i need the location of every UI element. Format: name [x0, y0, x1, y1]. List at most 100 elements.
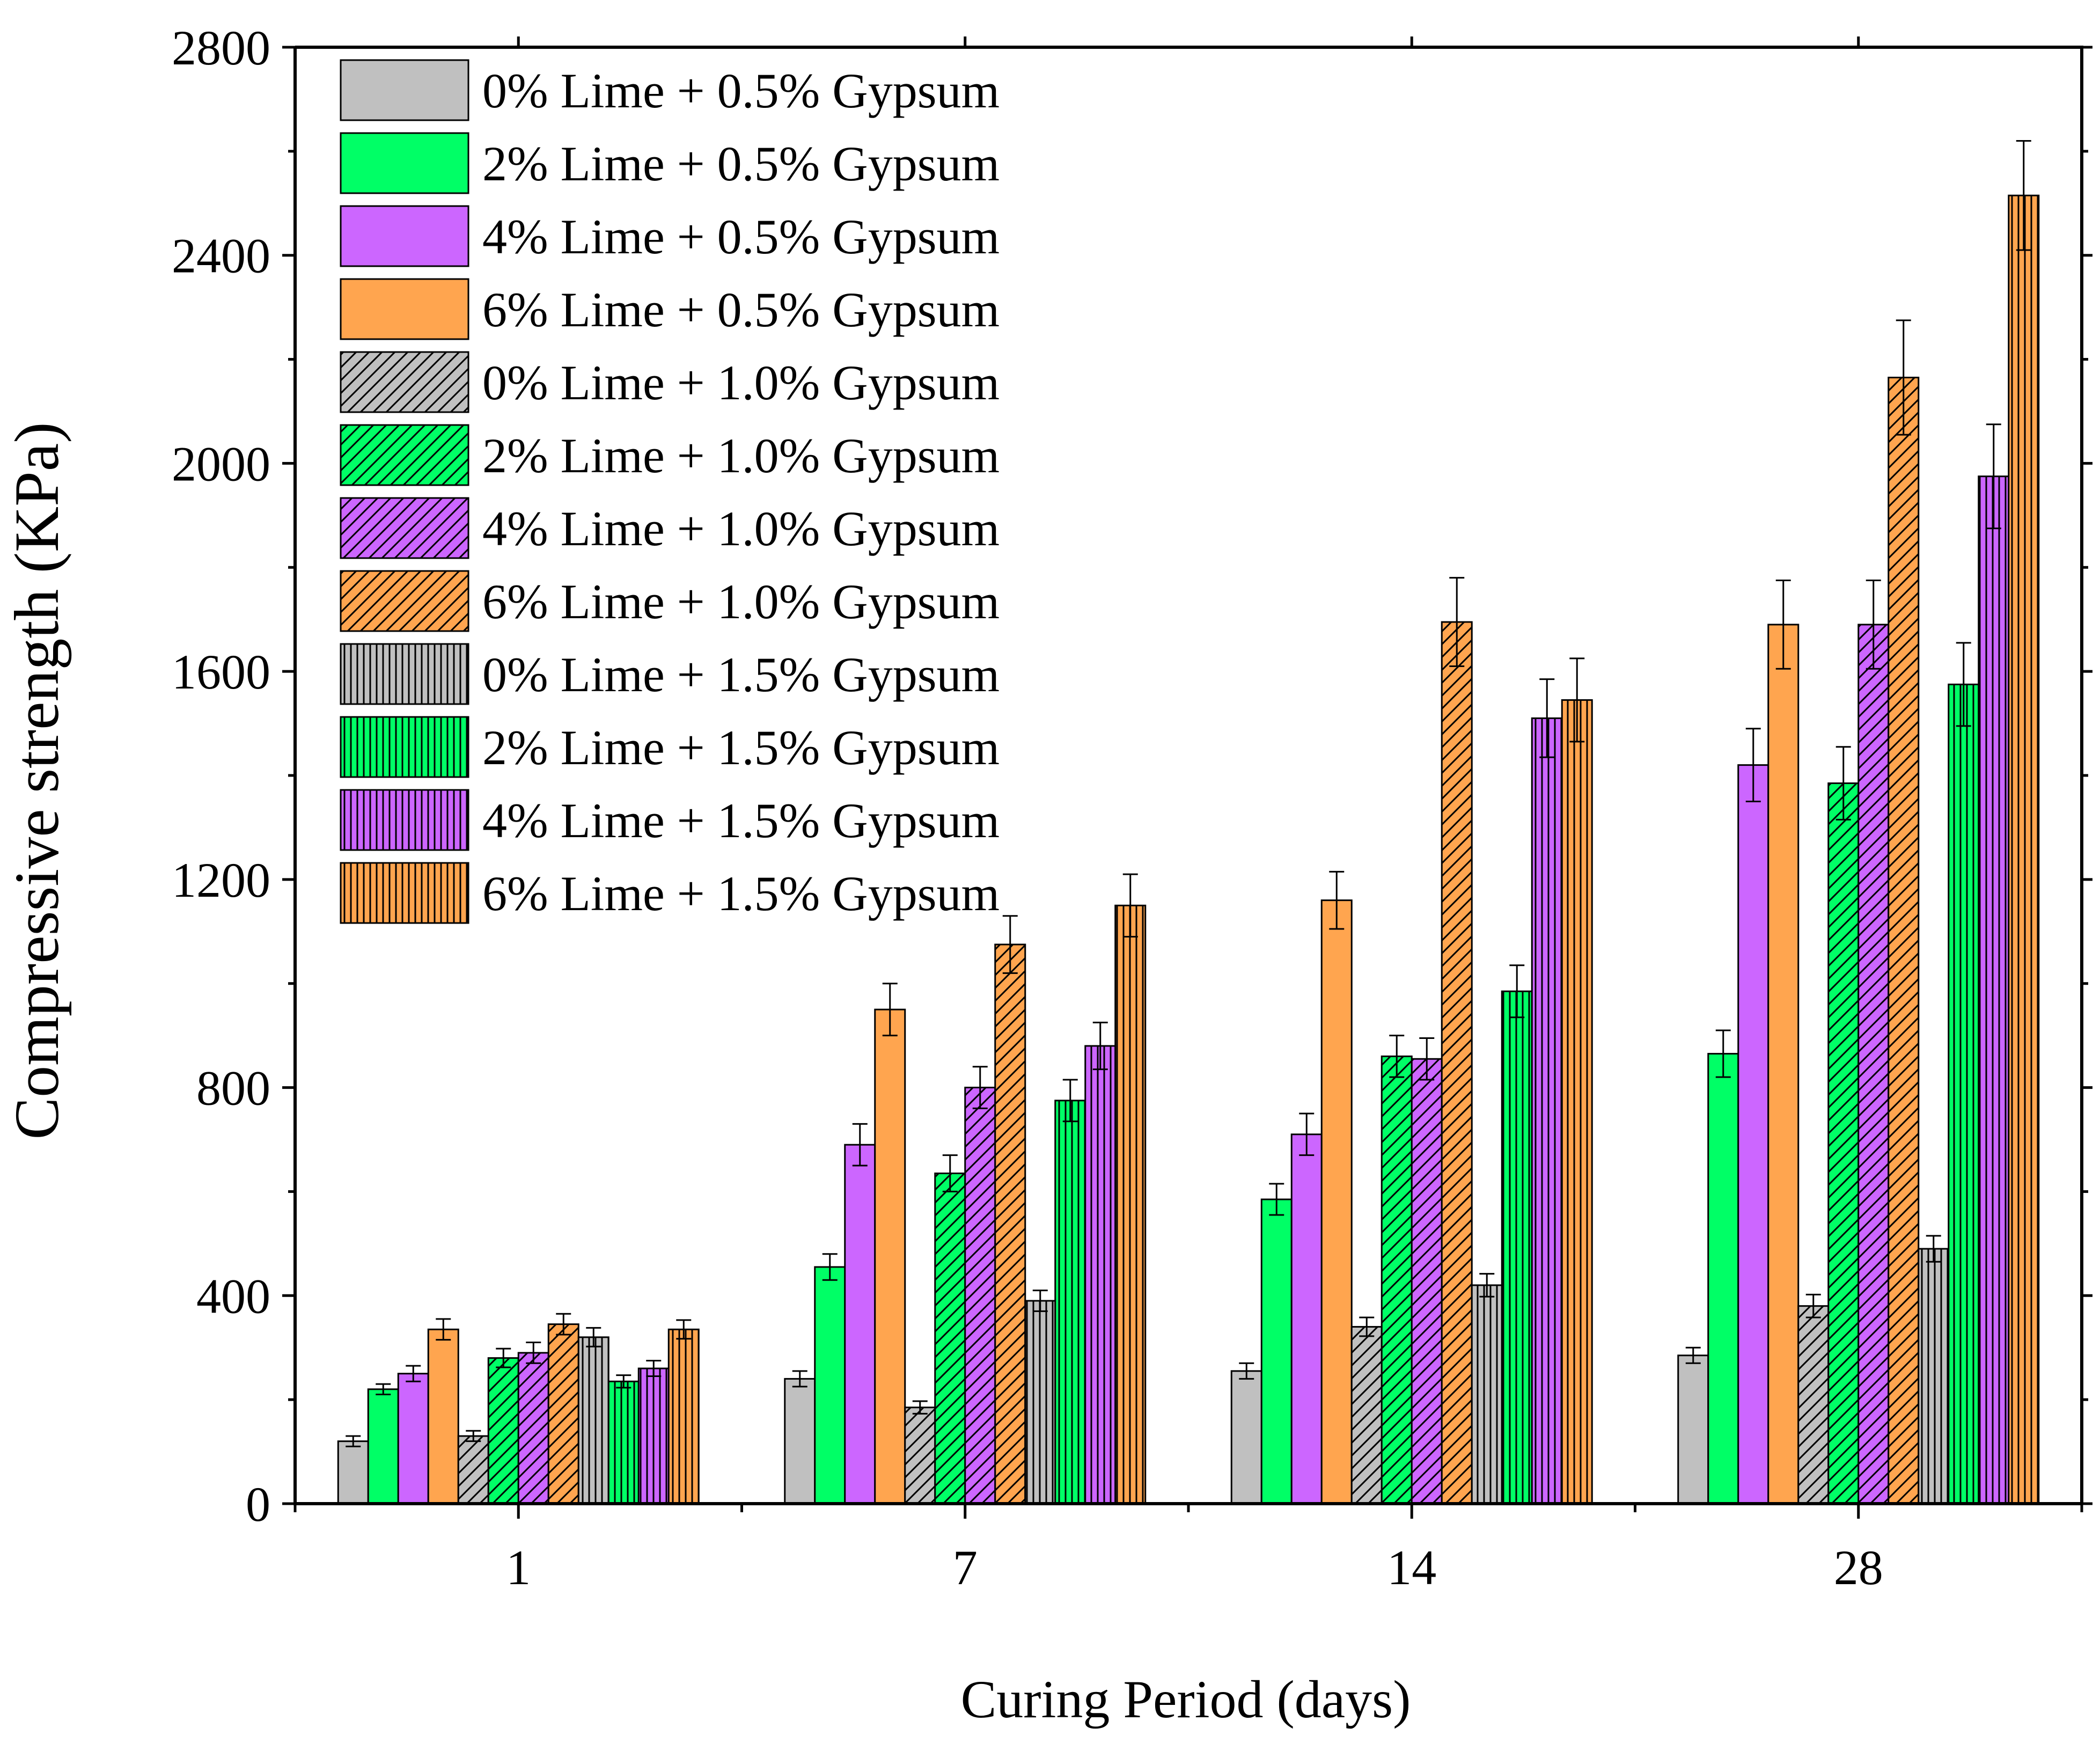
error-bar [1419, 1037, 1435, 1081]
legend-swatch [340, 205, 469, 267]
error-bar [1835, 746, 1851, 821]
bar [1918, 1248, 1950, 1505]
y-tick-label: 2400 [172, 229, 270, 283]
axis-frame-lower-left [293, 47, 2082, 1505]
legend-swatch [340, 862, 469, 924]
bar [637, 1367, 670, 1505]
error-bar [1539, 678, 1555, 758]
error-bar [2016, 140, 2031, 251]
error-bar [586, 1327, 601, 1347]
bar [487, 1357, 519, 1505]
legend-label: 0% Lime + 1.5% Gypsum [482, 647, 1000, 702]
bar [1948, 683, 1980, 1505]
legend-swatch [340, 789, 469, 851]
error-bar [1775, 580, 1791, 670]
legend-swatch [340, 351, 469, 413]
error-bar [1239, 1362, 1254, 1380]
error-bar [882, 983, 898, 1037]
error-bar [526, 1342, 541, 1364]
legend-item: 6% Lime + 1.0% Gypsum [340, 570, 1000, 632]
bar [1677, 1354, 1709, 1505]
bar [517, 1352, 549, 1505]
bar [994, 943, 1026, 1505]
error-bar [1509, 964, 1525, 1019]
error-bar [1896, 319, 1911, 436]
bar [1381, 1055, 1413, 1505]
bar [547, 1323, 579, 1505]
error-bar [406, 1365, 421, 1382]
legend-swatch [340, 570, 469, 632]
bar [934, 1173, 966, 1505]
error-bar [1032, 1290, 1048, 1312]
bar [577, 1336, 610, 1505]
error-bar [1479, 1273, 1495, 1298]
error-bar [1062, 1079, 1078, 1123]
legend-item: 2% Lime + 0.5% Gypsum [340, 132, 1000, 194]
error-bar [556, 1313, 571, 1336]
bar [1707, 1053, 1739, 1505]
error-bar [646, 1359, 662, 1378]
bar [1888, 376, 1920, 1505]
error-bar [1745, 728, 1761, 802]
legend-label: 0% Lime + 0.5% Gypsum [482, 63, 1000, 118]
legend-label: 2% Lime + 1.5% Gypsum [482, 720, 1000, 775]
bar [667, 1328, 700, 1505]
legend-item: 6% Lime + 0.5% Gypsum [340, 278, 1000, 340]
plot-area [337, 140, 2040, 1505]
error-bar [822, 1253, 838, 1281]
error-bar [792, 1370, 807, 1388]
legend-swatch [340, 643, 469, 705]
bar [1978, 475, 2010, 1505]
bar [904, 1407, 936, 1505]
bar [1054, 1100, 1086, 1505]
y-tick-label: 1600 [172, 645, 270, 699]
legend-item: 6% Lime + 1.5% Gypsum [340, 862, 1000, 924]
x-tick-label: 1 [506, 1540, 531, 1595]
y-tick-label: 400 [196, 1269, 270, 1323]
error-bar [1092, 1021, 1108, 1071]
legend-swatch [340, 424, 469, 486]
bar [607, 1380, 640, 1505]
bar [2008, 194, 2040, 1505]
legend-item: 0% Lime + 1.0% Gypsum [340, 351, 1000, 413]
bar [784, 1378, 816, 1505]
error-bar [1359, 1316, 1375, 1337]
legend-label: 6% Lime + 1.5% Gypsum [482, 866, 1000, 921]
legend-label: 2% Lime + 0.5% Gypsum [482, 136, 1000, 191]
x-axis-label: Curing Period (days) [961, 1669, 1411, 1729]
legend-item: 2% Lime + 1.5% Gypsum [340, 716, 1000, 778]
y-tick-label: 2000 [172, 436, 270, 491]
bar [1320, 899, 1353, 1505]
legend-swatch [340, 59, 469, 121]
y-tick-label: 800 [196, 1061, 270, 1116]
error-bar [616, 1374, 632, 1389]
bar [1767, 624, 1800, 1505]
error-bar [942, 1154, 958, 1192]
legend-label: 6% Lime + 0.5% Gypsum [482, 282, 1000, 337]
bar [1857, 624, 1890, 1505]
error-bar [852, 1123, 868, 1167]
axis-frame-upper-right [295, 46, 2083, 1504]
y-axis-label: Compressive strength (KPa) [2, 422, 72, 1139]
bar [1441, 621, 1473, 1505]
legend-swatch [340, 497, 469, 559]
legend-item: 0% Lime + 0.5% Gypsum [340, 59, 1000, 121]
bar [397, 1373, 429, 1505]
bar [874, 1008, 906, 1505]
error-bar [1449, 577, 1465, 667]
x-tick-label: 14 [1387, 1540, 1436, 1595]
legend-label: 4% Lime + 1.5% Gypsum [482, 793, 1000, 848]
error-bar [1685, 1346, 1701, 1364]
error-bar [1122, 873, 1138, 938]
legend-item: 4% Lime + 1.0% Gypsum [340, 497, 1000, 559]
error-bar [346, 1435, 361, 1447]
error-bar [1389, 1035, 1405, 1078]
bar [427, 1328, 459, 1505]
legend-item: 4% Lime + 1.5% Gypsum [340, 789, 1000, 851]
legend-label: 4% Lime + 1.0% Gypsum [482, 501, 1000, 556]
error-bar [1926, 1235, 1941, 1263]
error-bar [436, 1318, 451, 1341]
error-bar [376, 1383, 391, 1395]
error-bar [466, 1430, 481, 1442]
legend-item: 2% Lime + 1.0% Gypsum [340, 424, 1000, 486]
